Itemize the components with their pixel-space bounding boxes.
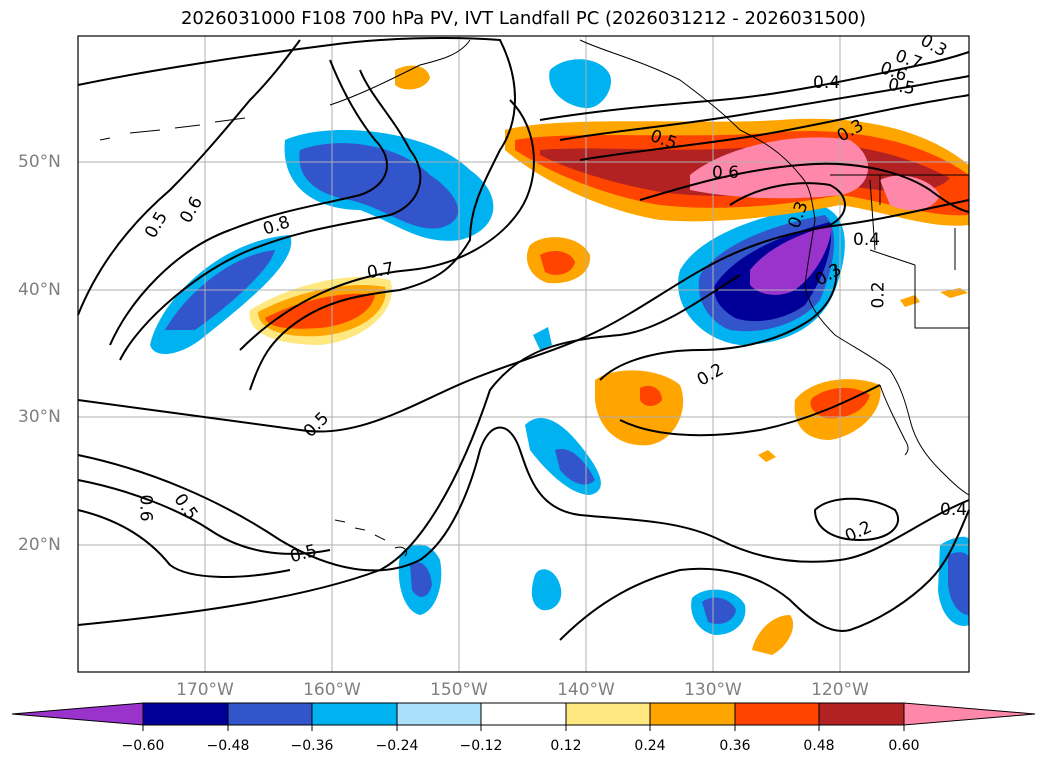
lon-label-120w: 120°W — [811, 680, 869, 700]
contour-line-13 — [619, 384, 881, 437]
colorbar-bin-6 — [565, 702, 651, 726]
contour-label: 0.4 — [853, 230, 881, 250]
colorbar-tick-label: 0.24 — [634, 738, 666, 754]
colorbar-bin-8 — [734, 702, 820, 726]
contour-line-4 — [77, 39, 301, 316]
lon-label-140w: 140°W — [557, 680, 615, 700]
neg-region-north — [549, 59, 611, 109]
neg-region-central-core — [555, 449, 595, 485]
pos-region-mid-pac-core — [265, 293, 375, 329]
colorbar-extend-low — [11, 702, 144, 726]
contour-line-11 — [559, 509, 970, 641]
contour-line-1 — [77, 36, 516, 391]
lon-label-130w: 130°W — [684, 680, 742, 700]
contour-line-8 — [77, 479, 331, 555]
coastlines — [99, 39, 970, 557]
colorbar-tick-label: −0.60 — [121, 738, 165, 754]
aleutian-islands — [99, 117, 246, 141]
neg-region-edge-core — [948, 552, 969, 615]
colorbar-bin-5 — [480, 702, 567, 726]
colorbar-bin-7 — [649, 702, 736, 726]
contour-label: 0.6 — [135, 494, 156, 522]
contour-line-7 — [77, 426, 970, 572]
contour-line-10 — [77, 274, 741, 626]
lon-label-150w: 150°W — [430, 680, 488, 700]
contour-line-15 — [539, 51, 970, 121]
contour-line-16 — [559, 75, 970, 141]
lat-label-40n: 40°N — [18, 280, 61, 300]
pos-region-gulf — [395, 65, 430, 90]
contour-label: 0.4 — [940, 500, 968, 520]
neg-region-hawaii-core — [410, 562, 432, 597]
neg-region-south — [531, 569, 562, 611]
colorbar-bin-3 — [311, 702, 398, 726]
alaska-coast — [329, 39, 816, 221]
pos-region-south-tip — [752, 615, 794, 655]
us-west-coast — [804, 219, 970, 496]
pv-contours — [77, 36, 970, 641]
contour-line-12 — [599, 264, 838, 381]
colorbar-tick-label: 0.12 — [550, 738, 582, 754]
pos-region-subtrop-core — [640, 385, 662, 406]
colorbar-tick-label: −0.12 — [459, 738, 503, 754]
lat-label-50n: 50°N — [18, 152, 61, 172]
state-lines — [869, 175, 969, 329]
colorbar-tick-label: 0.60 — [888, 738, 920, 754]
contour-line-6 — [77, 199, 970, 433]
colorbar-tick-label: 0.48 — [803, 738, 835, 754]
lat-label-30n: 30°N — [18, 407, 61, 427]
lat-label-20n: 20°N — [18, 535, 61, 555]
colorbar-bin-9 — [818, 702, 905, 726]
contour-line-5 — [239, 99, 535, 351]
contour-line-14 — [813, 497, 900, 542]
colorbar — [11, 702, 1036, 731]
contour-label: 0.6 — [712, 163, 740, 183]
contour-label: 0.4 — [813, 73, 841, 93]
colorbar-extend-high — [903, 702, 1036, 726]
colorbar-bin-4 — [396, 702, 482, 726]
colorbar-bin-2 — [227, 702, 313, 726]
lon-label-160w: 160°W — [303, 680, 361, 700]
contour-line-19 — [729, 182, 846, 226]
colorbar-tick-label: −0.24 — [375, 738, 419, 754]
contour-line-2 — [119, 69, 422, 361]
colorbar-tick-label: 0.36 — [719, 738, 751, 754]
contour-line-9 — [77, 509, 291, 578]
colorbar-bin-1 — [142, 702, 229, 726]
contour-line-17 — [579, 94, 970, 161]
neg-region-aleutian-core — [299, 143, 459, 229]
lon-label-170w: 170°W — [176, 680, 234, 700]
neg-region-small — [533, 327, 552, 350]
neg-region-south-east-core — [702, 597, 736, 624]
map-title: 2026031000 F108 700 hPa PV, IVT Landfall… — [180, 8, 867, 29]
hawaii-islands — [334, 519, 408, 557]
colorbar-tick-label: −0.36 — [290, 738, 334, 754]
pos-region-jet-east — [880, 175, 940, 211]
pos-region-small-se — [758, 450, 776, 462]
pos-region-subtrop — [595, 370, 684, 446]
map-frame — [77, 35, 970, 673]
colorbar-tick-label: −0.48 — [206, 738, 250, 754]
contour-line-3 — [109, 59, 388, 346]
pos-region-center-core — [540, 250, 575, 275]
baja-coast — [879, 384, 909, 456]
contour-line-18 — [639, 162, 970, 213]
contour-label: 0.2 — [868, 281, 889, 309]
